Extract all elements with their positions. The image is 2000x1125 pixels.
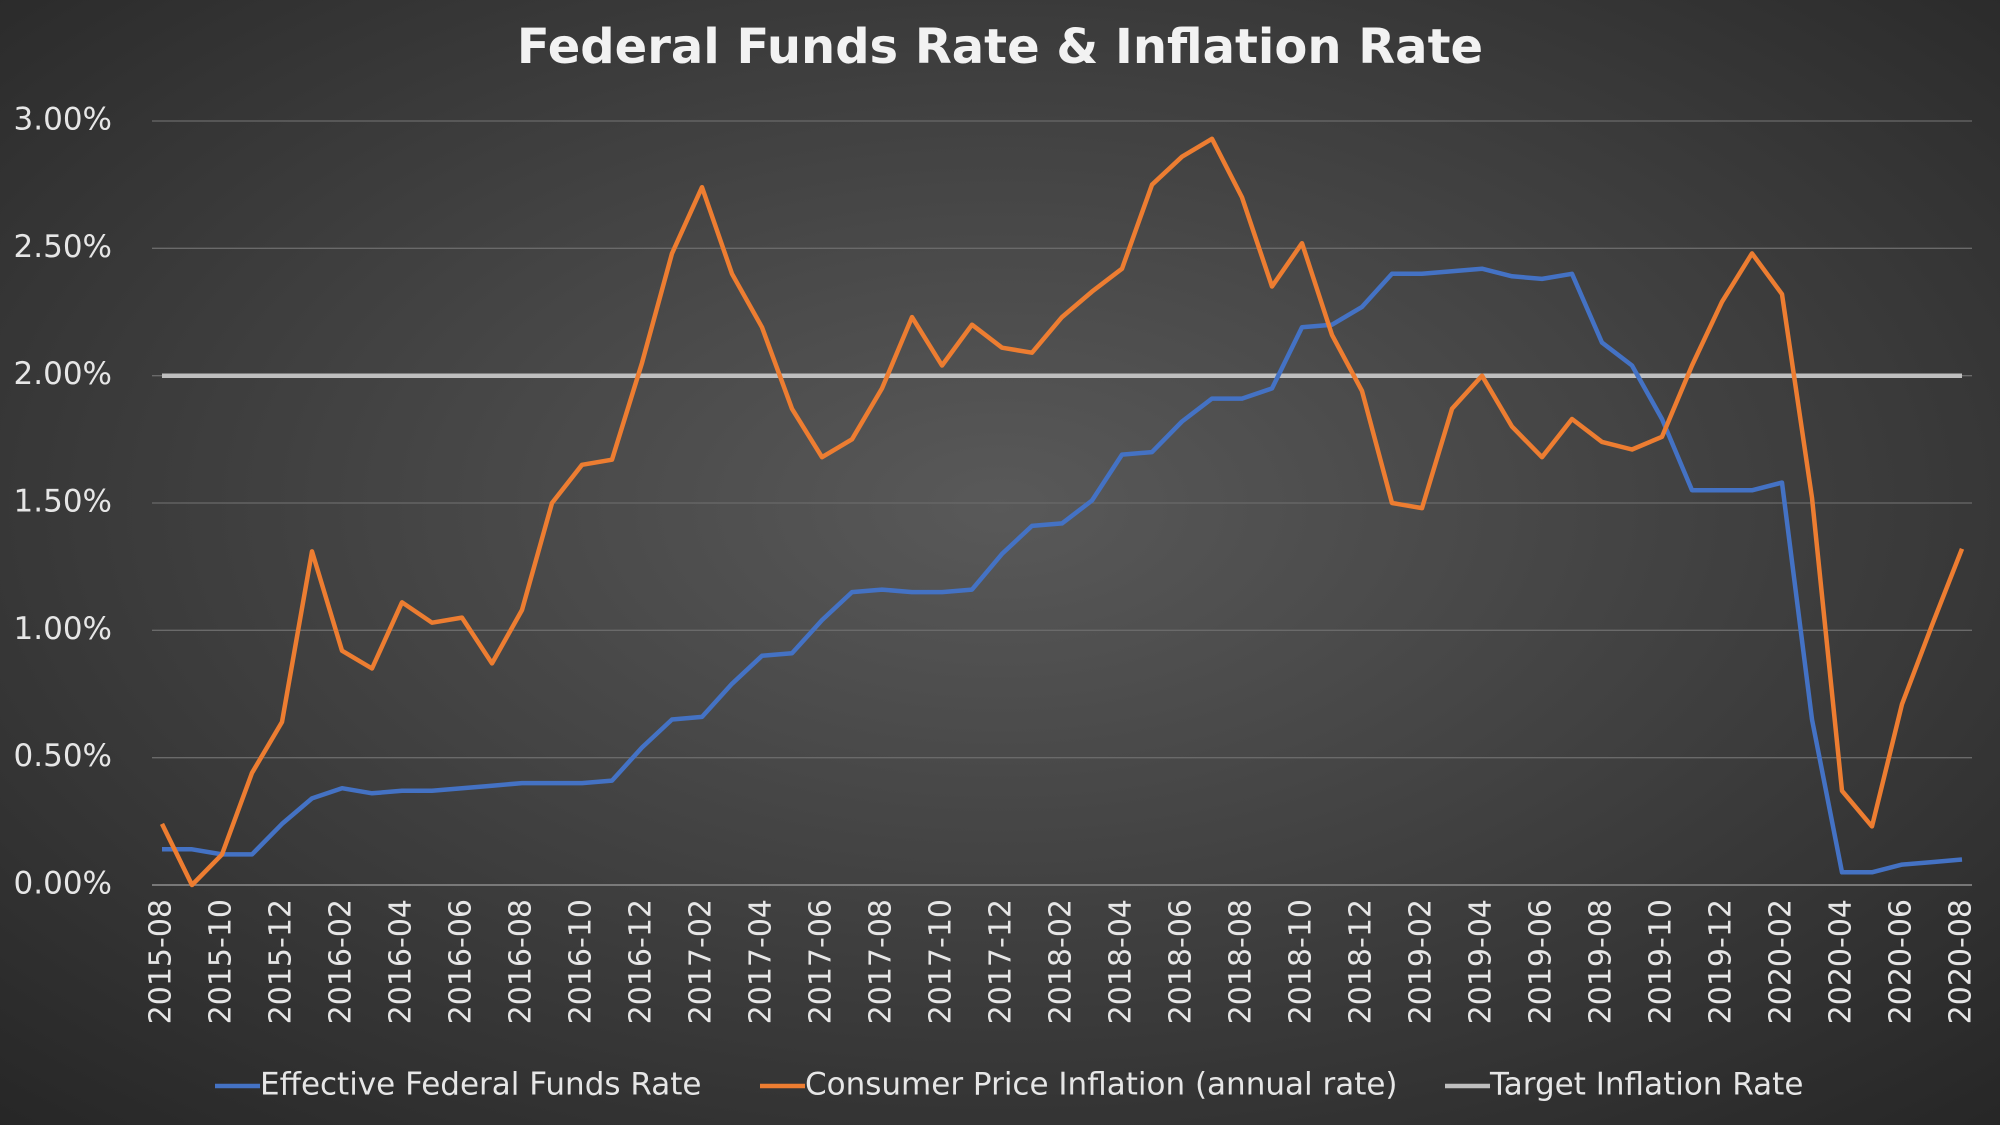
x-tick-label: 2018-06: [1164, 899, 1199, 1024]
y-tick-label: 1.50%: [14, 484, 112, 520]
x-tick-label: 2018-04: [1104, 899, 1139, 1024]
x-tick-label: 2017-10: [924, 899, 959, 1024]
x-tick-label: 2016-08: [504, 899, 539, 1024]
legend-label: Effective Federal Funds Rate: [260, 1067, 701, 1103]
x-tick-label: 2015-12: [264, 899, 299, 1024]
y-tick-label: 3.00%: [14, 102, 112, 138]
x-tick-label: 2016-06: [444, 899, 479, 1024]
chart-title: Federal Funds Rate & Inflation Rate: [517, 19, 1483, 75]
x-tick-label: 2019-08: [1584, 899, 1619, 1024]
x-tick-label: 2019-02: [1404, 899, 1439, 1024]
x-tick-label: 2017-02: [684, 899, 719, 1024]
x-tick-label: 2020-02: [1764, 899, 1799, 1024]
y-tick-label: 0.50%: [14, 738, 112, 774]
x-tick-label: 2017-08: [864, 899, 899, 1024]
x-tick-label: 2020-06: [1884, 899, 1919, 1024]
series-line: [162, 266, 1963, 875]
x-tick-label: 2020-04: [1824, 899, 1859, 1024]
x-tick-label: 2015-10: [204, 899, 239, 1024]
series-line: [159, 136, 1965, 888]
x-tick-label: 2016-04: [384, 899, 419, 1024]
x-tick-label: 2018-10: [1284, 899, 1319, 1024]
x-tick-label: 2020-08: [1944, 899, 1979, 1024]
y-tick-label: 2.50%: [14, 229, 112, 265]
y-tick-label: 2.00%: [14, 356, 112, 392]
x-tick-label: 2019-10: [1644, 899, 1679, 1024]
x-tick-label: 2017-06: [804, 899, 839, 1024]
x-tick-label: 2019-12: [1704, 899, 1739, 1024]
x-tick-label: 2015-08: [144, 899, 179, 1024]
x-tick-label: 2018-08: [1224, 899, 1259, 1024]
x-tick-label: 2016-12: [624, 899, 659, 1024]
x-tick-label: 2019-06: [1524, 899, 1559, 1024]
legend-item: Effective Federal Funds Rate: [215, 1067, 701, 1103]
legend-label: Target Inflation Rate: [1489, 1067, 1803, 1103]
y-tick-label: 1.00%: [14, 611, 112, 647]
x-tick-label: 2019-04: [1464, 899, 1499, 1024]
x-tick-label: 2018-12: [1344, 899, 1379, 1024]
x-tick-label: 2016-10: [564, 899, 599, 1024]
x-tick-label: 2017-04: [744, 899, 779, 1024]
legend-item: Target Inflation Rate: [1445, 1067, 1803, 1103]
x-tick-label: 2016-02: [324, 899, 359, 1024]
x-tick-label: 2017-12: [984, 899, 1019, 1024]
legend-label: Consumer Price Inflation (annual rate): [805, 1067, 1398, 1103]
y-tick-label: 0.00%: [14, 866, 112, 902]
x-tick-label: 2018-02: [1044, 899, 1079, 1024]
legend-item: Consumer Price Inflation (annual rate): [760, 1067, 1398, 1103]
